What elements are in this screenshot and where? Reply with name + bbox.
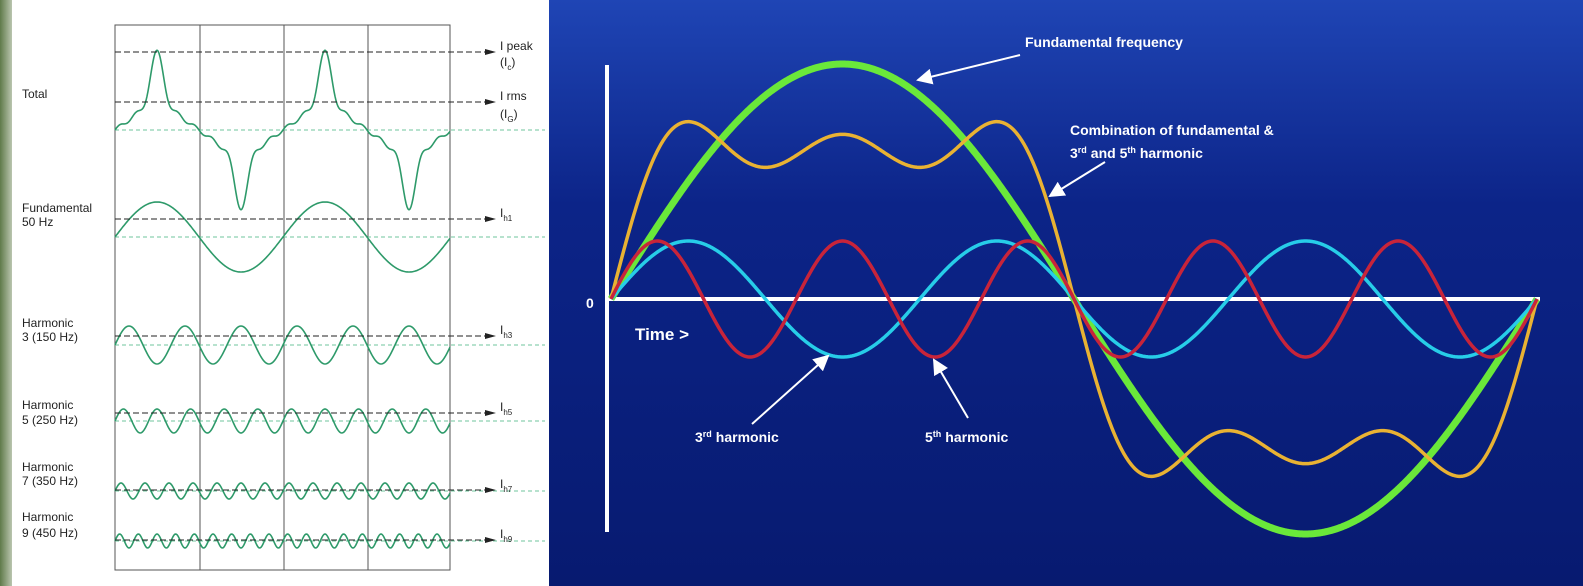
row-label: 3 (150 Hz) [22,330,78,344]
text: ) [511,55,515,69]
text: (I [500,107,507,121]
superscript: th [1127,145,1136,155]
row-label: Total [22,87,47,101]
combination-label: Combination of fundamental & [1070,122,1274,138]
text: 3 [1070,145,1078,161]
time-label: Time > [635,325,689,344]
row-label: 50 Hz [22,215,53,229]
row-label: Harmonic [22,460,73,474]
row-label: Harmonic [22,316,73,330]
subscript: h9 [503,535,512,544]
text: (I [500,55,507,69]
superscript: rd [703,429,712,439]
superscript: rd [1078,145,1087,155]
text: 3 [695,429,703,445]
row-label: Fundamental [22,201,92,215]
text: and 5 [1091,145,1128,161]
subscript: h1 [503,214,512,223]
level-label: I peak [500,39,534,53]
text: 5 [925,429,933,445]
page: TotalFundamental50 HzHarmonic3 (150 Hz)H… [0,0,1583,586]
text: I rms [500,89,527,103]
row-label: 9 (450 Hz) [22,526,78,540]
text: I peak [500,39,534,53]
row-label: Harmonic [22,510,73,524]
subscript: h5 [503,408,512,417]
fundamental-label: Fundamental frequency [1025,34,1183,50]
text: harmonic [1140,145,1203,161]
row-label: 7 (350 Hz) [22,474,78,488]
subscript: h7 [503,485,512,494]
left-panel [12,0,549,586]
text: ) [514,107,518,121]
row-label: Harmonic [22,398,73,412]
superscript: th [933,429,942,439]
subscript: h3 [503,331,512,340]
text: harmonic [716,429,779,445]
row-label: 5 (250 Hz) [22,413,78,427]
zero-label: 0 [586,295,594,311]
level-label: I rms [500,89,527,103]
text: harmonic [945,429,1008,445]
background-strip [0,0,14,586]
right-panel [549,0,1583,586]
